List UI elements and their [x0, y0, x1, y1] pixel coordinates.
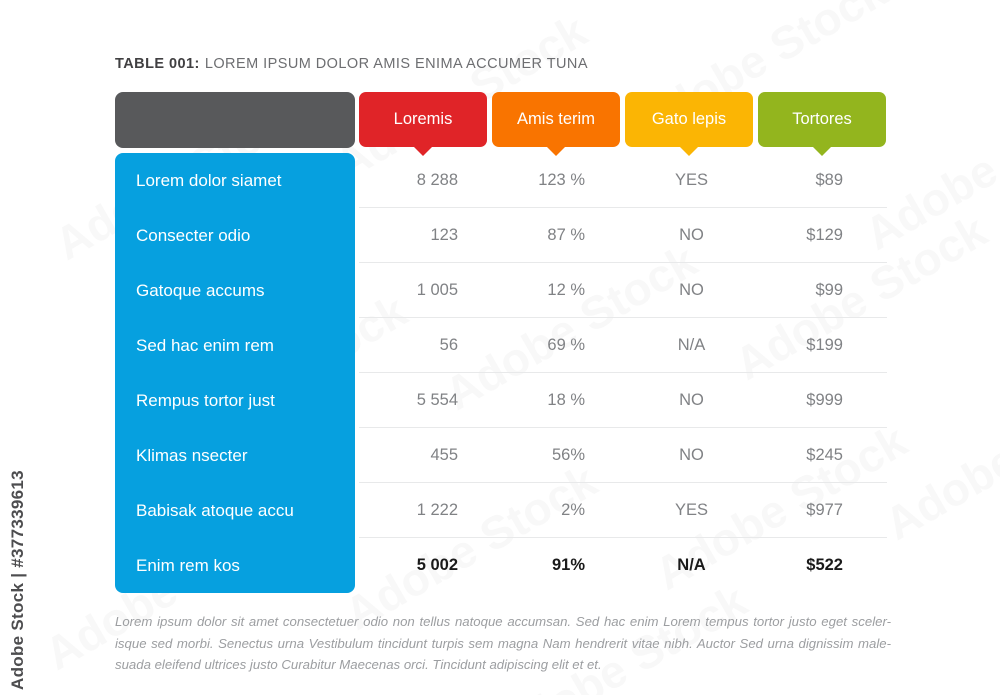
adobe-stock-id-watermark: Adobe Stock | #377339613 — [8, 470, 27, 690]
row-label: Rempus tortor just — [136, 390, 275, 410]
column-header-amis-terim: Amis terim — [492, 92, 620, 156]
table-cell: NO — [679, 390, 704, 409]
table-cell: 455 — [430, 445, 458, 464]
header-pointer — [547, 147, 565, 156]
table-cell: 2% — [561, 500, 585, 519]
table-title-prefix: TABLE 001: — [115, 56, 200, 72]
table-row: 56 69 % N/A $199 — [359, 318, 887, 373]
table-row: 1 005 12 % NO $99 — [359, 263, 887, 318]
table-cell: 5 002 — [416, 556, 458, 574]
table-cell: 87 % — [547, 225, 585, 244]
table-cell: 91% — [551, 556, 585, 574]
footer-line: isque sed morbi. Senectus urna Vestibulu… — [115, 635, 891, 651]
table-title: TABLE 001: LOREM IPSUM DOLOR AMIS ENIMA A… — [115, 56, 588, 72]
header-pointer — [414, 147, 432, 156]
header-pointer — [680, 147, 698, 156]
column-headers: Loremis Amis terim Gato lepis Tortores — [359, 92, 886, 156]
table-row: 1 222 2% YES $977 — [359, 483, 887, 538]
table-row: 5 002 91% N/A $522 — [359, 538, 887, 593]
column-header-label: Loremis — [393, 110, 453, 128]
table-cell: YES — [674, 500, 709, 519]
row-label: Lorem dolor siamet — [136, 170, 282, 190]
adobe-stock-watermark-tile: Adobe Stock — [875, 364, 1000, 550]
table-cell: $89 — [815, 170, 843, 189]
column-header-loremis: Loremis — [359, 92, 487, 156]
table-cell: N/A — [677, 556, 706, 574]
table-cell: 1 005 — [416, 280, 458, 299]
table-cell: $977 — [806, 500, 843, 519]
table-cell: $245 — [806, 445, 843, 464]
table-cell: NO — [679, 445, 704, 464]
row-label: Consecter odio — [136, 225, 251, 245]
table-cell: $129 — [806, 225, 843, 244]
header-spacer — [115, 92, 355, 148]
table-cell: 12 % — [547, 280, 585, 299]
column-header-label: Amis terim — [517, 110, 595, 128]
table-cell: 123 % — [538, 170, 585, 189]
row-label: Klimas nsecter — [136, 445, 248, 465]
column-header-label: Gato lepis — [651, 110, 727, 128]
row-label: Babisak atoque accu — [136, 500, 294, 520]
table-cell: NO — [679, 280, 704, 299]
table-row: 5 554 18 % NO $999 — [359, 373, 887, 428]
column-header-tortores: Tortores — [758, 92, 886, 156]
table-cell: $99 — [815, 280, 843, 299]
column-header-label: Tortores — [792, 110, 852, 128]
table-cell: 1 222 — [416, 500, 458, 519]
table-cell: 8 288 — [416, 170, 458, 189]
table-cell: 123 — [430, 225, 458, 244]
table-cell: NO — [679, 225, 704, 244]
footer-line: suada eleifend ultrices justo Curabitur … — [115, 657, 602, 672]
table-row: 8 288 123 % YES $89 — [359, 153, 887, 208]
table-cell: N/A — [677, 335, 706, 354]
table-cell: $199 — [806, 335, 843, 354]
table-cell: 5 554 — [416, 390, 458, 409]
table-cell: $522 — [806, 556, 843, 574]
column-header-gato-lepis: Gato lepis — [625, 92, 753, 156]
table-row: 455 56% NO $245 — [359, 428, 887, 483]
footer-note: Lorem ipsum dolor sit amet consectetuer … — [115, 611, 891, 676]
row-label: Enim rem kos — [136, 555, 240, 575]
row-label: Gatoque accums — [136, 280, 265, 300]
table-cell: 18 % — [547, 390, 585, 409]
row-label-column: Lorem dolor siamet Consecter odio Gatoque … — [115, 153, 355, 593]
table-cell: $999 — [806, 390, 843, 409]
header-pointer — [813, 147, 831, 156]
table-row: 123 87 % NO $129 — [359, 208, 887, 263]
table-cell: 69 % — [547, 335, 585, 354]
data-grid: 8 288 123 % YES $89 123 87 % NO $129 1 005 12 % NO… — [359, 153, 887, 593]
table-cell: 56 — [439, 335, 458, 354]
footer-line: Lorem ipsum dolor sit amet consectetuer … — [115, 614, 891, 629]
table-cell: 56% — [551, 445, 585, 464]
table-cell: YES — [674, 170, 709, 189]
row-label: Sed hac enim rem — [136, 335, 274, 355]
table-title-text: LOREM IPSUM DOLOR AMIS ENIMA ACCUMER TUN… — [204, 56, 588, 72]
